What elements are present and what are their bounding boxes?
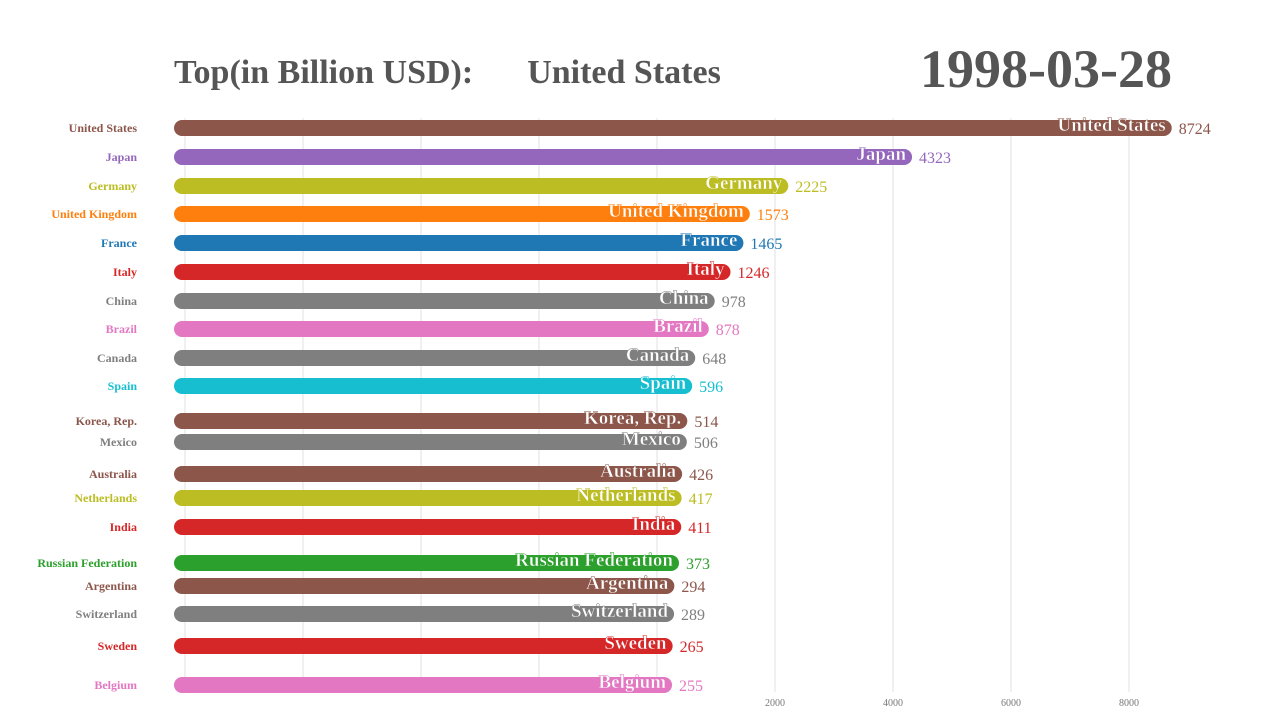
category-label: Korea, Rep. <box>76 414 137 428</box>
category-label: Japan <box>106 150 138 164</box>
value-label: 417 <box>689 491 713 508</box>
value-label: 1465 <box>750 236 782 253</box>
bar <box>174 350 696 366</box>
bar <box>174 206 750 222</box>
value-label: 1246 <box>738 265 770 282</box>
bar-name-label: Mexico <box>622 429 681 450</box>
category-label: Russian Federation <box>37 556 137 570</box>
value-label: 648 <box>702 351 726 368</box>
bar <box>174 178 789 194</box>
category-label: Australia <box>89 467 137 481</box>
x-tick-label: 8000 <box>1119 698 1139 709</box>
category-label: Mexico <box>100 435 137 449</box>
category-label: Italy <box>113 265 137 279</box>
value-label: 4323 <box>919 150 951 167</box>
value-label: 8724 <box>1179 121 1211 138</box>
category-label: India <box>110 520 137 534</box>
bar-name-label: Argentina <box>586 573 669 594</box>
bar-name-label: Australia <box>600 461 677 482</box>
title-leader: United States <box>527 54 721 91</box>
value-label: 294 <box>681 579 705 596</box>
bar <box>174 378 693 394</box>
bar-name-label: Brazil <box>653 316 703 337</box>
bar-name-label: United Kingdom <box>608 201 744 222</box>
value-label: 373 <box>686 556 710 573</box>
value-label: 978 <box>722 294 746 311</box>
bar-name-label: Germany <box>705 173 783 194</box>
chart-title: Top(in Billion USD): United States <box>174 54 721 92</box>
bar <box>174 235 744 251</box>
category-label: Argentina <box>85 579 137 593</box>
value-label: 596 <box>699 379 723 396</box>
bar <box>174 434 687 450</box>
bar-name-label: United States <box>1058 115 1166 136</box>
bar-name-label: Sweden <box>604 633 667 654</box>
bar <box>174 466 683 482</box>
category-label: Belgium <box>94 678 137 692</box>
category-label: Canada <box>97 351 137 365</box>
bar <box>174 519 682 535</box>
bar-name-label: China <box>659 288 709 309</box>
bar <box>174 120 1172 136</box>
category-label: United States <box>69 121 138 135</box>
bar-name-label: Canada <box>626 345 690 366</box>
bar-name-label: Switzerland <box>571 601 669 622</box>
category-label: China <box>106 294 137 308</box>
x-tick-label: 4000 <box>883 698 903 709</box>
bar-name-label: Korea, Rep. <box>584 408 681 429</box>
title-prefix: Top(in Billion USD): <box>174 54 474 91</box>
bar <box>174 321 709 337</box>
category-label: Brazil <box>106 322 138 336</box>
date-label: 1998-03-28 <box>920 39 1172 99</box>
category-label: France <box>101 236 138 250</box>
value-label: 289 <box>681 607 705 624</box>
value-label: 878 <box>716 322 740 339</box>
value-label: 411 <box>688 520 711 537</box>
bar <box>174 578 675 594</box>
value-label: 255 <box>679 678 703 695</box>
category-label: United Kingdom <box>51 207 137 221</box>
category-label: Switzerland <box>76 607 138 621</box>
bar-name-label: Netherlands <box>576 485 675 506</box>
value-label: 426 <box>689 467 713 484</box>
bar-name-label: Italy <box>687 259 726 280</box>
bar <box>174 677 673 693</box>
bar-name-label: Russian Federation <box>515 550 673 571</box>
x-tick-label: 6000 <box>1001 698 1021 709</box>
value-label: 514 <box>694 414 718 431</box>
bar <box>174 490 682 506</box>
bar <box>174 264 731 280</box>
category-label: Netherlands <box>74 491 137 505</box>
bar-name-label: Spain <box>640 373 687 394</box>
bar-name-label: India <box>632 514 676 535</box>
value-label: 506 <box>694 435 718 452</box>
bar <box>174 606 675 622</box>
category-label: Sweden <box>98 639 138 653</box>
bar <box>174 293 715 309</box>
bar <box>174 555 680 571</box>
category-label: Germany <box>88 179 137 193</box>
bar-name-label: Belgium <box>598 672 666 693</box>
x-tick-label: 2000 <box>765 698 785 709</box>
value-label: 1573 <box>757 207 789 224</box>
value-label: 265 <box>680 639 704 656</box>
bar-name-label: France <box>680 230 737 251</box>
bar-name-label: Japan <box>856 144 906 165</box>
bar <box>174 413 688 429</box>
bar <box>174 149 913 165</box>
value-label: 2225 <box>795 179 827 196</box>
bar <box>174 638 673 654</box>
category-label: Spain <box>108 379 138 393</box>
